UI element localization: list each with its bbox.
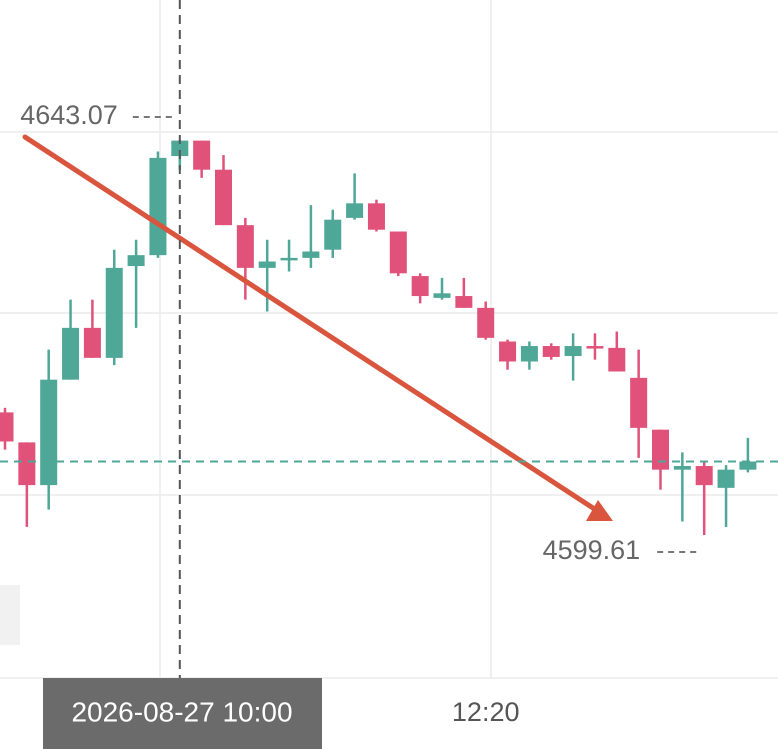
candle-body bbox=[411, 276, 429, 297]
candle-body bbox=[236, 225, 254, 268]
candle-body bbox=[367, 203, 385, 230]
candle-body bbox=[695, 466, 713, 486]
candle-body bbox=[433, 293, 451, 298]
arrow-line bbox=[22, 134, 599, 513]
candle-body bbox=[586, 346, 604, 349]
plot-area bbox=[0, 139, 757, 536]
candle-body bbox=[105, 267, 123, 358]
candle-body bbox=[171, 140, 189, 157]
candle-body bbox=[346, 203, 364, 218]
candle-body bbox=[127, 255, 145, 267]
crosshair-time-box bbox=[43, 678, 322, 749]
candle-body bbox=[652, 429, 669, 470]
candle-body bbox=[18, 442, 36, 486]
candle-body bbox=[520, 346, 538, 362]
candle-body bbox=[280, 257, 298, 261]
arrow-head bbox=[586, 500, 613, 521]
max-price-label: 4643.07 bbox=[20, 100, 118, 130]
candle-body bbox=[389, 231, 407, 274]
candle-body bbox=[564, 346, 582, 357]
crosshair-time-label: 2026-08-27 10:00 bbox=[71, 696, 292, 727]
candle-body bbox=[608, 347, 626, 372]
min-price-label: 4599.61 bbox=[543, 535, 641, 565]
candle-body bbox=[324, 219, 342, 250]
candle-body bbox=[193, 140, 211, 170]
candle-body bbox=[302, 251, 320, 258]
candle-body bbox=[40, 379, 58, 486]
candle-body bbox=[258, 261, 276, 268]
watermark bbox=[0, 585, 20, 645]
candle-body bbox=[215, 169, 232, 226]
candle-body bbox=[739, 461, 757, 470]
candle-body bbox=[477, 307, 495, 338]
candle-body bbox=[542, 346, 560, 357]
candle-body bbox=[149, 157, 167, 256]
candle-body bbox=[62, 327, 80, 380]
trend-arrow bbox=[22, 134, 613, 521]
candle-body bbox=[83, 327, 101, 358]
candle-body bbox=[717, 469, 735, 488]
candle-body bbox=[630, 377, 648, 428]
candle-body bbox=[499, 341, 517, 362]
candle-body bbox=[673, 466, 691, 470]
candle-body bbox=[455, 296, 473, 308]
candle-body bbox=[0, 412, 14, 442]
x-tick-label: 12:20 bbox=[452, 697, 520, 727]
